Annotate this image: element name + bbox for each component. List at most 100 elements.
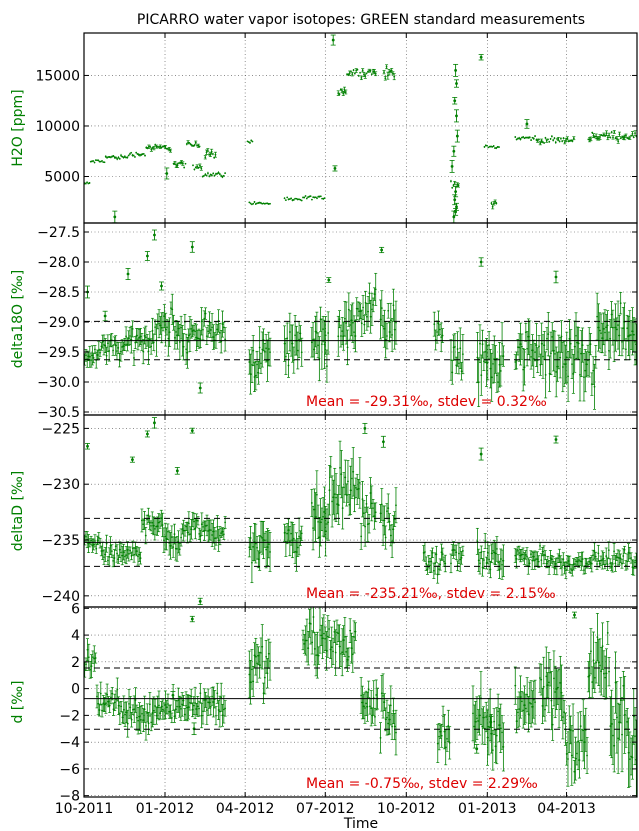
- data-point: [89, 668, 92, 671]
- data-point: [556, 686, 559, 689]
- data-point: [528, 701, 531, 704]
- data-point: [88, 355, 91, 358]
- data-point: [497, 381, 500, 384]
- data-point: [151, 711, 154, 714]
- data-point: [350, 70, 352, 73]
- data-point: [533, 559, 536, 562]
- data-point: [328, 628, 331, 630]
- data-point: [573, 770, 576, 773]
- data-point: [492, 549, 494, 552]
- data-point: [263, 539, 266, 542]
- data-point: [192, 329, 195, 332]
- data-point: [317, 520, 320, 523]
- data-point: [606, 324, 609, 327]
- data-point: [115, 156, 117, 159]
- data-point: [479, 55, 483, 59]
- data-point: [316, 197, 318, 200]
- data-point: [163, 710, 166, 712]
- data-point: [265, 548, 268, 551]
- data-point: [302, 639, 304, 641]
- data-point: [485, 361, 488, 364]
- data-point: [550, 558, 553, 561]
- data-point: [151, 521, 154, 524]
- data-point: [390, 69, 393, 72]
- data-point: [494, 552, 497, 555]
- data-point: [288, 331, 291, 333]
- data-point: [391, 725, 393, 728]
- data-point: [601, 559, 604, 561]
- data-point: [590, 650, 592, 653]
- data-point: [150, 148, 153, 151]
- data-point: [304, 639, 307, 642]
- data-point: [200, 523, 203, 526]
- data-point: [353, 636, 356, 638]
- data-point: [567, 375, 569, 378]
- data-point: [337, 632, 340, 635]
- data-point: [498, 363, 501, 366]
- data-point: [339, 466, 341, 469]
- data-point: [146, 432, 149, 436]
- data-point: [341, 651, 344, 654]
- data-point: [204, 312, 207, 315]
- data-point: [260, 652, 262, 654]
- data-point: [300, 199, 303, 202]
- data-point: [518, 708, 521, 711]
- data-point: [608, 134, 610, 137]
- data-point: [95, 547, 98, 550]
- data-point: [198, 600, 202, 603]
- data-point: [119, 350, 122, 353]
- data-point: [496, 146, 499, 148]
- data-point: [553, 137, 556, 140]
- data-point: [94, 348, 96, 351]
- data-point: [216, 692, 219, 695]
- data-point: [582, 729, 585, 732]
- data-point: [142, 153, 145, 155]
- data-point: [90, 665, 93, 667]
- data-point: [190, 528, 193, 531]
- data-point: [251, 668, 253, 671]
- data-point: [541, 550, 544, 553]
- data-point: [602, 557, 605, 560]
- data-point: [153, 233, 156, 237]
- data-point: [296, 546, 299, 549]
- data-point: [323, 511, 326, 513]
- data-point: [132, 154, 135, 157]
- data-point: [326, 635, 329, 638]
- data-point: [588, 138, 591, 141]
- data-point: [194, 166, 197, 169]
- data-point: [205, 335, 208, 338]
- data-point: [489, 568, 492, 571]
- data-point: [211, 695, 213, 698]
- data-point: [186, 351, 189, 354]
- data-point: [566, 137, 569, 140]
- data-point: [491, 145, 494, 148]
- data-point: [208, 153, 210, 156]
- data-point: [299, 198, 302, 201]
- data-point: [614, 562, 617, 565]
- data-point: [538, 138, 540, 141]
- data-point: [523, 366, 526, 369]
- data-point: [149, 145, 152, 148]
- data-point: [102, 702, 105, 705]
- data-point: [525, 122, 529, 126]
- data-point: [632, 136, 635, 139]
- data-point: [368, 522, 370, 525]
- data-point: [336, 631, 338, 634]
- data-point: [580, 352, 583, 355]
- data-point: [309, 195, 312, 198]
- data-point: [550, 699, 553, 702]
- data-point: [532, 555, 535, 558]
- data-point: [536, 558, 539, 561]
- data-point: [489, 367, 492, 370]
- data-point: [574, 562, 576, 565]
- data-point: [218, 173, 221, 175]
- y-tick-label: −30.5: [37, 405, 80, 421]
- data-point: [147, 722, 150, 725]
- data-point: [296, 349, 299, 352]
- data-point: [519, 554, 522, 557]
- data-point: [104, 553, 107, 556]
- data-point: [619, 137, 622, 140]
- data-point: [195, 336, 198, 339]
- data-point: [442, 715, 444, 718]
- data-point: [284, 355, 287, 358]
